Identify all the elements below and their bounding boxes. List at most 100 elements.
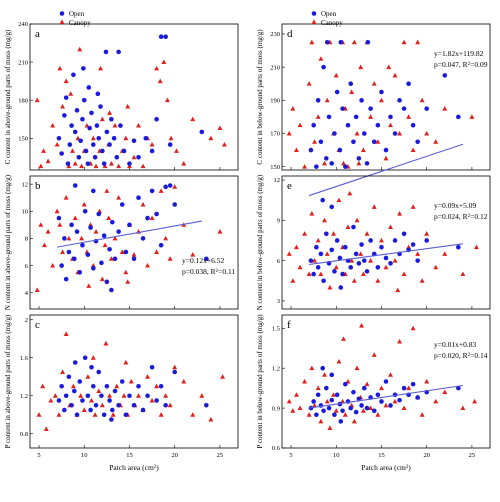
open-point <box>85 252 91 258</box>
open-point <box>118 123 123 128</box>
open-point <box>397 98 402 103</box>
canopy-point <box>290 106 296 111</box>
canopy-point <box>116 163 122 169</box>
open-point <box>66 374 72 380</box>
open-point <box>76 155 82 160</box>
open-point <box>353 251 359 257</box>
open-point <box>351 139 356 145</box>
canopy-point <box>43 426 49 431</box>
open-point <box>397 397 402 403</box>
open-point <box>356 261 362 266</box>
open-point <box>77 379 83 384</box>
canopy-point <box>70 383 76 389</box>
canopy-point <box>354 217 360 223</box>
canopy-point <box>136 393 141 398</box>
canopy-point <box>397 211 403 216</box>
canopy-point <box>181 378 187 384</box>
open-point <box>329 204 335 210</box>
open-point <box>91 142 96 147</box>
open-point <box>104 279 110 285</box>
canopy-point <box>172 184 178 189</box>
open-point <box>356 396 362 402</box>
open-point <box>340 106 345 111</box>
canopy-point <box>351 39 357 45</box>
open-point <box>100 148 105 154</box>
open-point <box>94 123 100 128</box>
panel-a: 150 180 210 240 C content in above-ground pa… <box>4 10 239 171</box>
canopy-point <box>52 393 58 398</box>
open-point <box>204 256 209 262</box>
canopy-point <box>297 264 303 270</box>
open-point <box>199 129 205 135</box>
open-point <box>332 131 337 136</box>
canopy-point <box>360 408 366 413</box>
canopy-point <box>140 201 146 207</box>
canopy-point <box>60 249 66 254</box>
x-tick-label: 5 <box>289 452 292 459</box>
open-point <box>318 251 324 257</box>
open-point <box>401 106 407 111</box>
x-tick-label: 15 <box>378 452 385 459</box>
open-point <box>368 106 373 111</box>
panel-frame <box>29 23 239 171</box>
canopy-point <box>54 142 60 147</box>
canopy-point <box>460 405 466 411</box>
canopy-point <box>63 331 69 336</box>
open-point <box>415 258 420 263</box>
open-point <box>67 142 73 147</box>
canopy-point <box>419 412 425 417</box>
canopy-point <box>368 405 374 411</box>
canopy-point <box>383 402 389 408</box>
canopy-point <box>392 398 398 404</box>
x-tick-label: 10 <box>81 452 88 459</box>
open-point <box>314 244 319 250</box>
regression-equation: y=0.01x+0.83 <box>434 340 476 349</box>
canopy-point <box>89 397 94 403</box>
open-point <box>379 89 384 95</box>
canopy-point <box>306 81 312 86</box>
open-point <box>329 372 335 378</box>
open-point <box>69 222 74 228</box>
open-point <box>456 385 461 391</box>
open-point <box>345 122 351 128</box>
open-point <box>63 95 69 100</box>
y-tick-label: 1.2 <box>272 365 280 372</box>
y-tick-label: 180 <box>18 97 28 104</box>
canopy-point <box>354 365 360 371</box>
open-point <box>359 403 364 408</box>
open-point <box>107 246 112 252</box>
open-point <box>149 188 155 194</box>
canopy-point <box>333 264 339 270</box>
y-tick-label: 0.6 <box>272 445 281 452</box>
open-point <box>337 255 343 261</box>
y-tick-label: 0.9 <box>272 405 280 412</box>
open-point <box>334 238 340 243</box>
open-point <box>80 116 85 122</box>
canopy-point <box>340 398 346 404</box>
canopy-point <box>309 39 315 45</box>
open-point <box>101 233 107 239</box>
canopy-point <box>57 222 63 227</box>
canopy-point <box>50 122 56 128</box>
canopy-point <box>322 217 327 223</box>
open-point <box>359 242 364 247</box>
canopy-point <box>48 397 54 403</box>
canopy-point <box>469 114 475 119</box>
canopy-point <box>349 258 355 263</box>
canopy-point <box>383 155 389 161</box>
open-point <box>172 369 177 375</box>
open-point <box>121 148 127 154</box>
canopy-point <box>98 65 104 71</box>
open-point <box>140 407 146 413</box>
open-point <box>72 388 77 394</box>
canopy-point <box>368 258 374 263</box>
canopy-point <box>375 139 381 144</box>
open-point <box>131 256 137 262</box>
canopy-point <box>90 135 96 141</box>
regression-equation: y=1.82x+119.82 <box>434 49 484 58</box>
y-tick-label: 210 <box>18 59 28 66</box>
open-point <box>85 161 91 166</box>
open-point <box>72 360 78 365</box>
canopy-point <box>286 398 292 404</box>
